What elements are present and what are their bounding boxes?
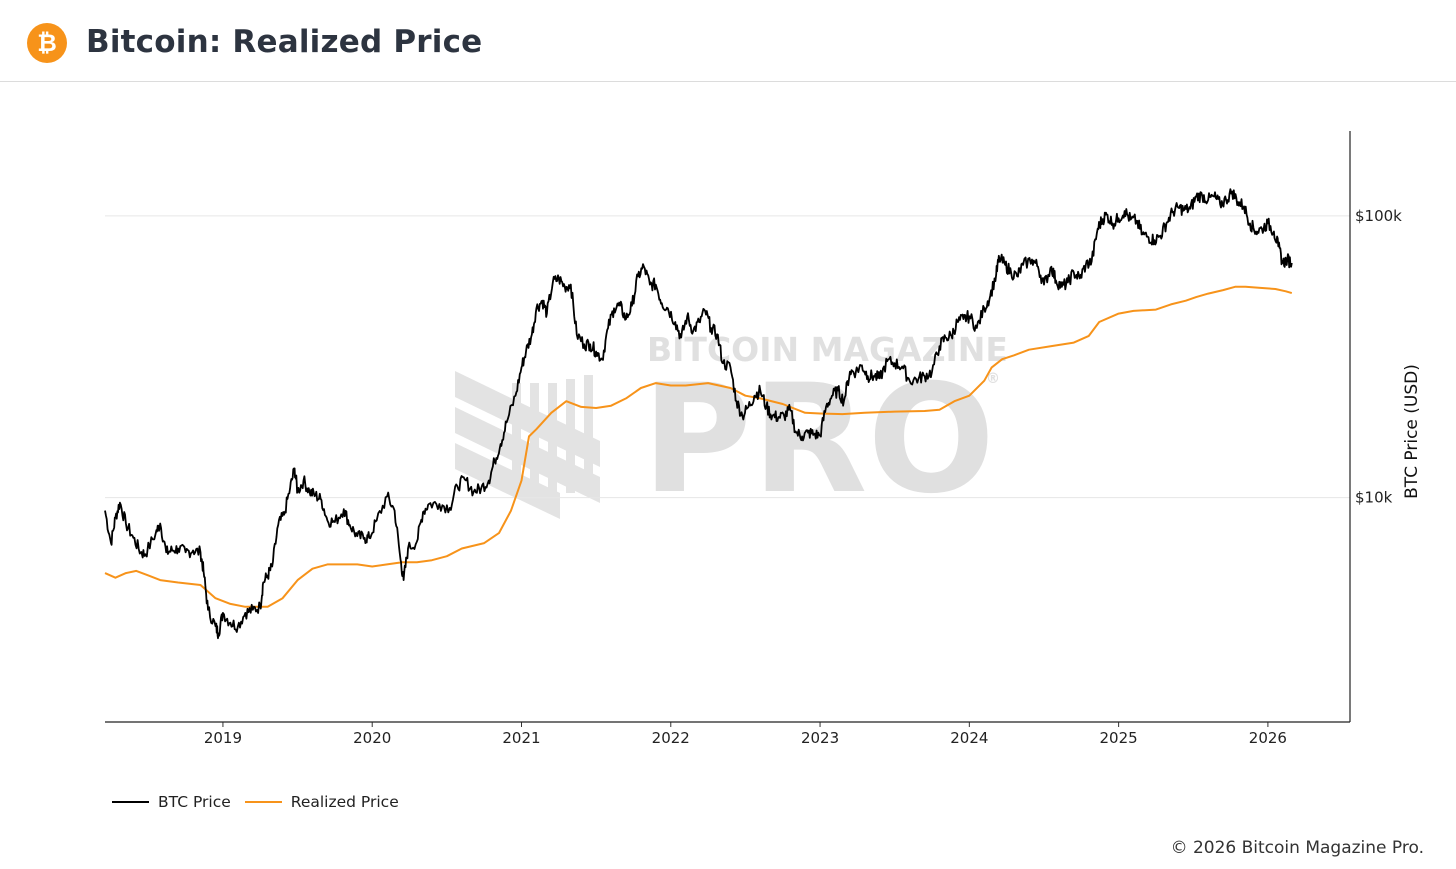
series-line-realized-price xyxy=(104,285,1293,608)
x-tick-label: 2021 xyxy=(502,729,540,747)
gridlines xyxy=(105,215,1350,499)
watermark-emblem xyxy=(455,371,600,519)
x-tick-label: 2024 xyxy=(950,729,988,747)
legend-label-realized-price: Realized Price xyxy=(290,793,399,811)
chart-title: Bitcoin: Realized Price xyxy=(86,24,483,60)
legend-label-btc-price: BTC Price xyxy=(158,793,231,811)
x-tick-label: 2020 xyxy=(353,729,391,747)
legend-item-realized-price[interactable]: Realized Price xyxy=(244,793,399,811)
chart-header: ₿ Bitcoin: Realized Price xyxy=(0,0,1456,82)
legend-swatch-realized-price xyxy=(244,801,282,803)
y-tick-label: $10k xyxy=(1355,489,1393,507)
copyright-notice: © 2026 Bitcoin Magazine Pro. xyxy=(1170,838,1424,858)
legend-item-btc-price[interactable]: BTC Price xyxy=(112,793,231,811)
x-tick-label: 2019 xyxy=(204,729,242,747)
legend-swatch-btc-price xyxy=(112,801,149,803)
x-tick-label: 2026 xyxy=(1249,729,1287,747)
y-tick-label: $100k xyxy=(1355,207,1402,225)
axes: $10k $100k 2019 2020 2021 2022 2023 2024 2025 202… xyxy=(105,131,1402,747)
watermark-line2: PRO xyxy=(642,353,995,527)
bitcoin-icon-glyph: ₿ xyxy=(37,29,57,57)
bitcoin-icon: ₿ xyxy=(27,23,67,63)
x-tick-label: 2023 xyxy=(801,729,839,747)
bitcoin-icon-circle xyxy=(27,23,67,63)
x-tick-label: 2022 xyxy=(652,729,690,747)
x-tick-label: 2025 xyxy=(1100,729,1138,747)
legend: BTC Price Realized Price xyxy=(112,790,413,814)
y-axis-title: BTC Price (USD) xyxy=(1402,364,1422,499)
series-line-btc-price xyxy=(104,188,1293,640)
price-chart[interactable]: BITCOIN MAGAZINE PRO ® $10k $100k 2019 2020… xyxy=(0,83,1456,783)
watermark-line1: BITCOIN MAGAZINE xyxy=(647,330,1008,369)
series-layer xyxy=(104,188,1293,640)
watermark-registered: ® xyxy=(986,371,1000,387)
chart-area: BITCOIN MAGAZINE PRO ® $10k $100k 2019 2020… xyxy=(0,83,1456,869)
